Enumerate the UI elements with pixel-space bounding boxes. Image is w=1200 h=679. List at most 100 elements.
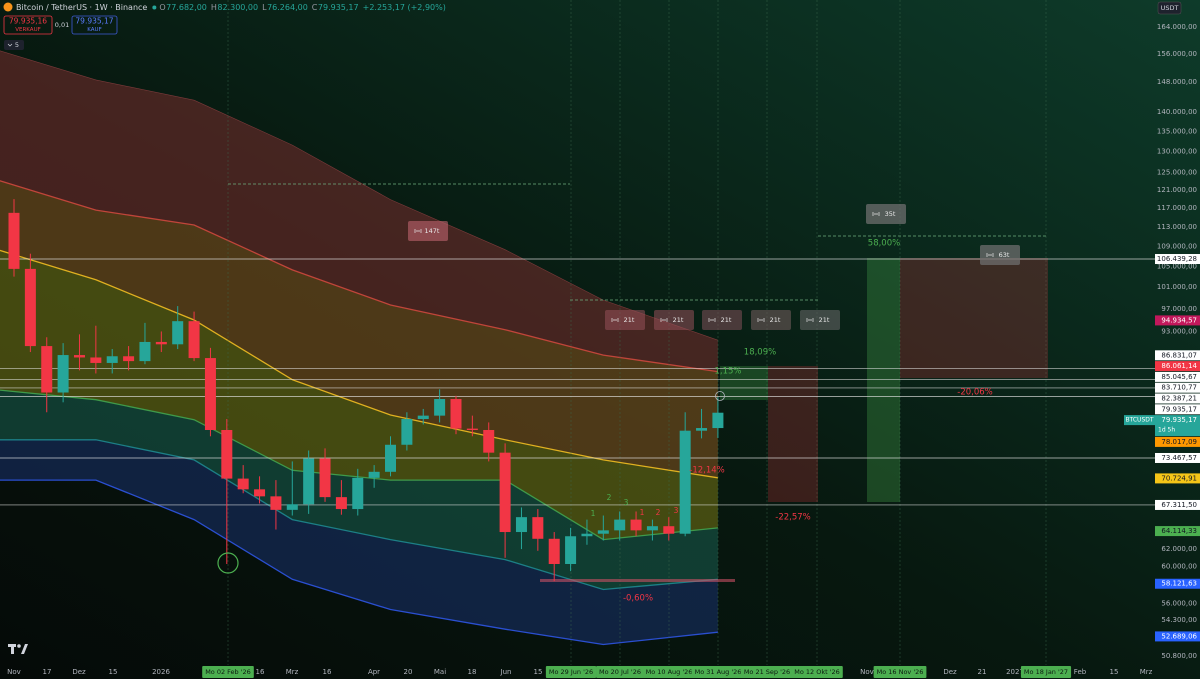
x-label-highlighted: Mo 12 Okt '26	[794, 668, 840, 676]
range-box	[751, 310, 791, 330]
price-badge-label: 106.439,28	[1157, 255, 1197, 263]
x-label-highlighted: Mo 29 Jun '26	[549, 668, 593, 676]
y-tick-label: 105.000,00	[1157, 262, 1197, 270]
percent-label: 1,15%	[714, 367, 741, 377]
y-tick-label: 93.000,00	[1161, 327, 1197, 335]
x-label: 15	[534, 668, 543, 676]
range-box-label: 63t	[999, 251, 1010, 259]
x-label-badge	[642, 666, 696, 678]
sell-button[interactable]	[3, 15, 53, 35]
y-tick-label: 135.000,00	[1157, 127, 1197, 135]
price-badge	[1155, 631, 1200, 642]
x-label-badge	[740, 666, 794, 678]
price-badge-label: 86.061,14	[1161, 362, 1197, 370]
range-icon	[708, 318, 716, 322]
candle-body	[679, 430, 691, 534]
last-price-badge	[1124, 415, 1155, 426]
x-label-badge	[596, 666, 644, 678]
percent-label: 58,00%	[868, 239, 900, 249]
x-label: 17	[43, 668, 52, 676]
candle-body	[237, 478, 249, 490]
x-label-highlighted: Mo 31 Aug '26	[695, 668, 742, 676]
buy-label: KAUF	[87, 27, 101, 33]
percent-label: -0,60%	[623, 594, 653, 604]
price-badge-label: 82.387,21	[1161, 395, 1197, 403]
header: Bitcoin / TetherUS · 1W · Binance O 77.682…	[3, 1, 1182, 654]
candle-body	[270, 496, 282, 510]
price-badge	[1155, 526, 1200, 537]
price-badge-label: 52.689,06	[1161, 632, 1197, 640]
indicator-count: 5	[15, 41, 19, 49]
candle-body	[352, 477, 364, 510]
y-tick-label: 101.000,00	[1157, 283, 1197, 291]
header-text: 76.264,00	[267, 3, 308, 12]
x-label: Dez	[943, 668, 957, 676]
y-tick-label: 97.000,00	[1161, 305, 1197, 313]
x-label-badge	[1020, 666, 1072, 678]
candle-body	[630, 519, 642, 531]
y-tick-label: 148.000,00	[1157, 78, 1197, 86]
candle-body	[483, 430, 495, 453]
candle-body	[466, 428, 478, 431]
candle-body	[172, 321, 184, 345]
candle-body	[73, 355, 85, 358]
price-badge	[1155, 499, 1200, 510]
price-badge	[1155, 393, 1200, 404]
x-label: Mai	[434, 668, 446, 676]
x-label: 18	[468, 668, 477, 676]
price-badge-label: 67.311,50	[1161, 501, 1197, 509]
x-label-highlighted: Mo 16 Nov '26	[877, 668, 924, 676]
price-badge-label: 85.045,67	[1161, 373, 1197, 381]
price-badge-label: 94.934,57	[1161, 316, 1197, 324]
range-box	[980, 245, 1020, 265]
candle-body	[548, 538, 560, 564]
candle-body	[8, 212, 20, 269]
sell-price: 79.935,16	[9, 17, 47, 26]
currency[interactable]: USDT	[1161, 4, 1179, 12]
header-text: L	[262, 3, 267, 12]
candle-body	[565, 536, 577, 564]
last-price-symbol: BTCUSDT	[1125, 417, 1153, 424]
measure-area	[900, 258, 1048, 378]
marker-circle	[715, 391, 725, 401]
candle-body	[254, 489, 266, 497]
header-text: Bitcoin / TetherUS · 1W · Binance	[16, 3, 147, 12]
range-icon	[611, 318, 619, 322]
bitcoin-icon	[3, 2, 13, 12]
indicator-toggle[interactable]	[4, 40, 24, 50]
marker-circle	[217, 552, 239, 574]
candle-body	[712, 412, 724, 429]
header-text: +2.253,17 (+2,90%)	[363, 3, 446, 12]
currency-button[interactable]	[1157, 1, 1182, 15]
wave-label: 3	[624, 498, 629, 507]
header-text: H	[211, 3, 217, 12]
y-tick-label: 121.000,00	[1157, 186, 1197, 194]
percent-label: -12,14%	[689, 466, 724, 476]
support-zone	[540, 579, 735, 582]
y-tick-label: 130.000,00	[1157, 148, 1197, 156]
price-badge-label: 58.121,63	[1161, 580, 1197, 588]
candle-body	[221, 430, 233, 479]
candle-body	[204, 358, 216, 431]
candle-body	[188, 321, 200, 359]
band-fill	[0, 50, 718, 372]
y-tick-label: 56.000,00	[1161, 600, 1197, 608]
wave-label: 2	[607, 493, 612, 502]
price-badge-label: 83.710,77	[1161, 384, 1197, 392]
buy-button[interactable]	[71, 15, 118, 35]
candle-body	[106, 356, 118, 363]
range-box	[654, 310, 694, 330]
candle-body	[696, 428, 708, 431]
wave-label: 1	[640, 508, 645, 517]
candle-body	[614, 519, 626, 531]
band-line	[0, 180, 718, 373]
x-label-badge	[873, 666, 927, 678]
measure-area	[867, 258, 900, 502]
candle-body	[24, 268, 36, 347]
x-label: Apr	[368, 668, 380, 676]
x-label: 2027	[1006, 668, 1024, 676]
plot-area: 147t 21t 21t 21t 21t 21t 35t 63t 58,00% 18,09%1,1…	[0, 0, 1155, 665]
y-tick-label: 117.000,00	[1157, 204, 1197, 212]
range-icon	[872, 212, 880, 216]
range-box	[605, 310, 645, 330]
